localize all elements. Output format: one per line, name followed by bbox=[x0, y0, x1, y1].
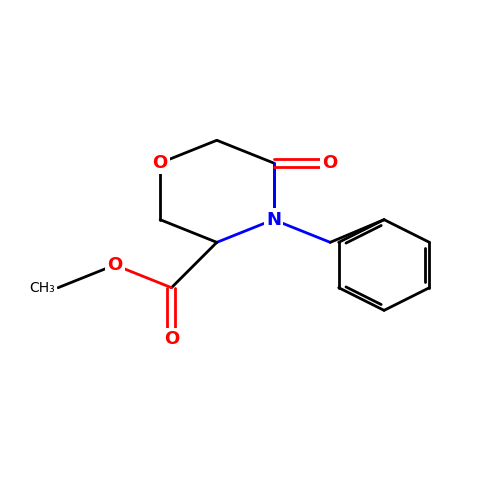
Text: O: O bbox=[152, 154, 168, 172]
Text: O: O bbox=[107, 256, 123, 274]
Text: O: O bbox=[322, 154, 338, 172]
Text: CH₃: CH₃ bbox=[30, 281, 55, 295]
Text: O: O bbox=[164, 330, 179, 348]
Text: N: N bbox=[266, 211, 281, 228]
